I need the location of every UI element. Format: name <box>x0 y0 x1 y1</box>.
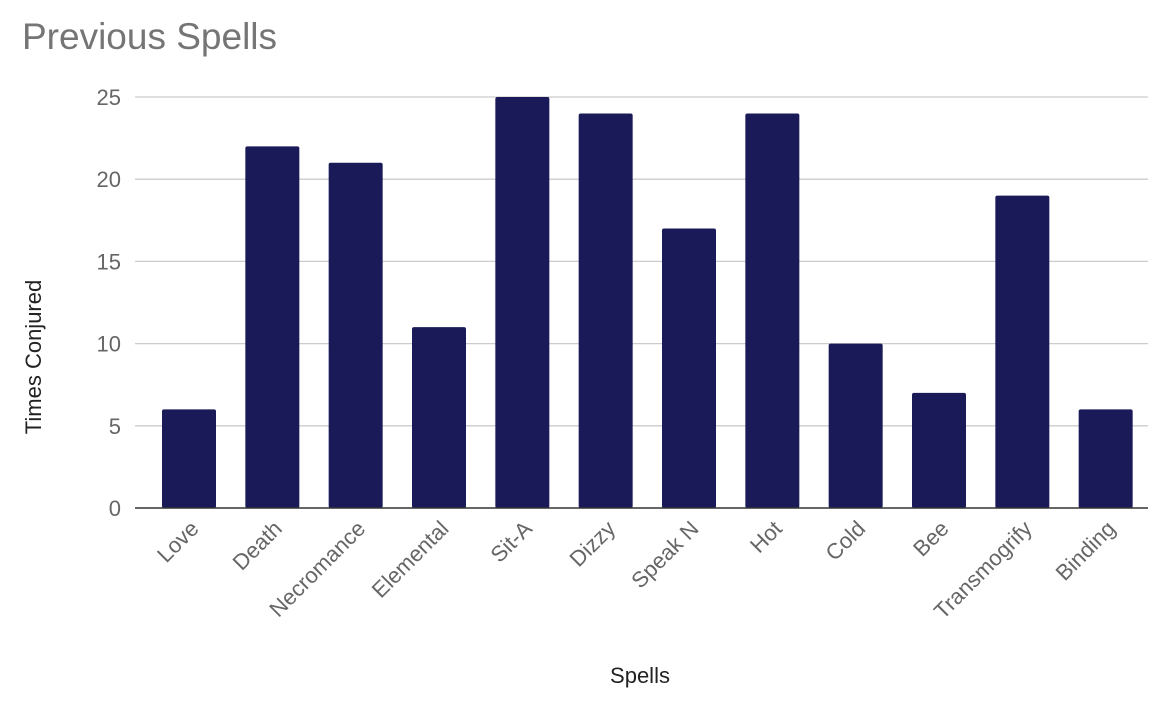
y-tick-label: 10 <box>97 332 121 357</box>
bar-love <box>162 409 216 508</box>
bar-speak-n <box>662 228 716 508</box>
grid-lines <box>135 96 1148 427</box>
bar-necromance <box>328 162 383 508</box>
x-tick-label: Binding <box>1051 516 1121 586</box>
y-tick-label: 15 <box>97 249 121 274</box>
bar-death <box>245 146 300 508</box>
bar-dizzy <box>578 113 633 508</box>
chart-title: Previous Spells <box>22 16 278 57</box>
x-tick-label: Cold <box>821 516 871 566</box>
x-axis-label: Spells <box>610 663 670 688</box>
bar-transmogrify <box>995 195 1050 508</box>
y-tick-labels: 0 5 10 15 20 25 <box>97 85 121 521</box>
y-tick-label: 0 <box>109 496 121 521</box>
x-tick-label: Elemental <box>367 516 454 603</box>
bar-binding <box>1078 409 1133 508</box>
bar-bee <box>912 392 966 508</box>
y-axis-label: Times Conjured <box>21 280 46 434</box>
bars <box>162 97 1133 508</box>
x-tick-label: Hot <box>745 516 787 558</box>
bar-cold <box>828 343 883 508</box>
x-tick-label: Speak N <box>626 516 703 593</box>
x-tick-label: Dizzy <box>564 516 620 572</box>
x-tick-label: Death <box>228 516 287 575</box>
x-tick-label: Sit-A <box>485 516 537 568</box>
bar-sit-a <box>495 97 550 508</box>
bar-elemental <box>412 327 466 508</box>
x-tick-label: Love <box>152 516 203 567</box>
y-tick-label: 20 <box>97 167 121 192</box>
y-tick-label: 5 <box>109 414 121 439</box>
bar-hot <box>745 113 800 508</box>
y-tick-label: 25 <box>97 85 121 110</box>
x-tick-label: Bee <box>908 516 953 561</box>
